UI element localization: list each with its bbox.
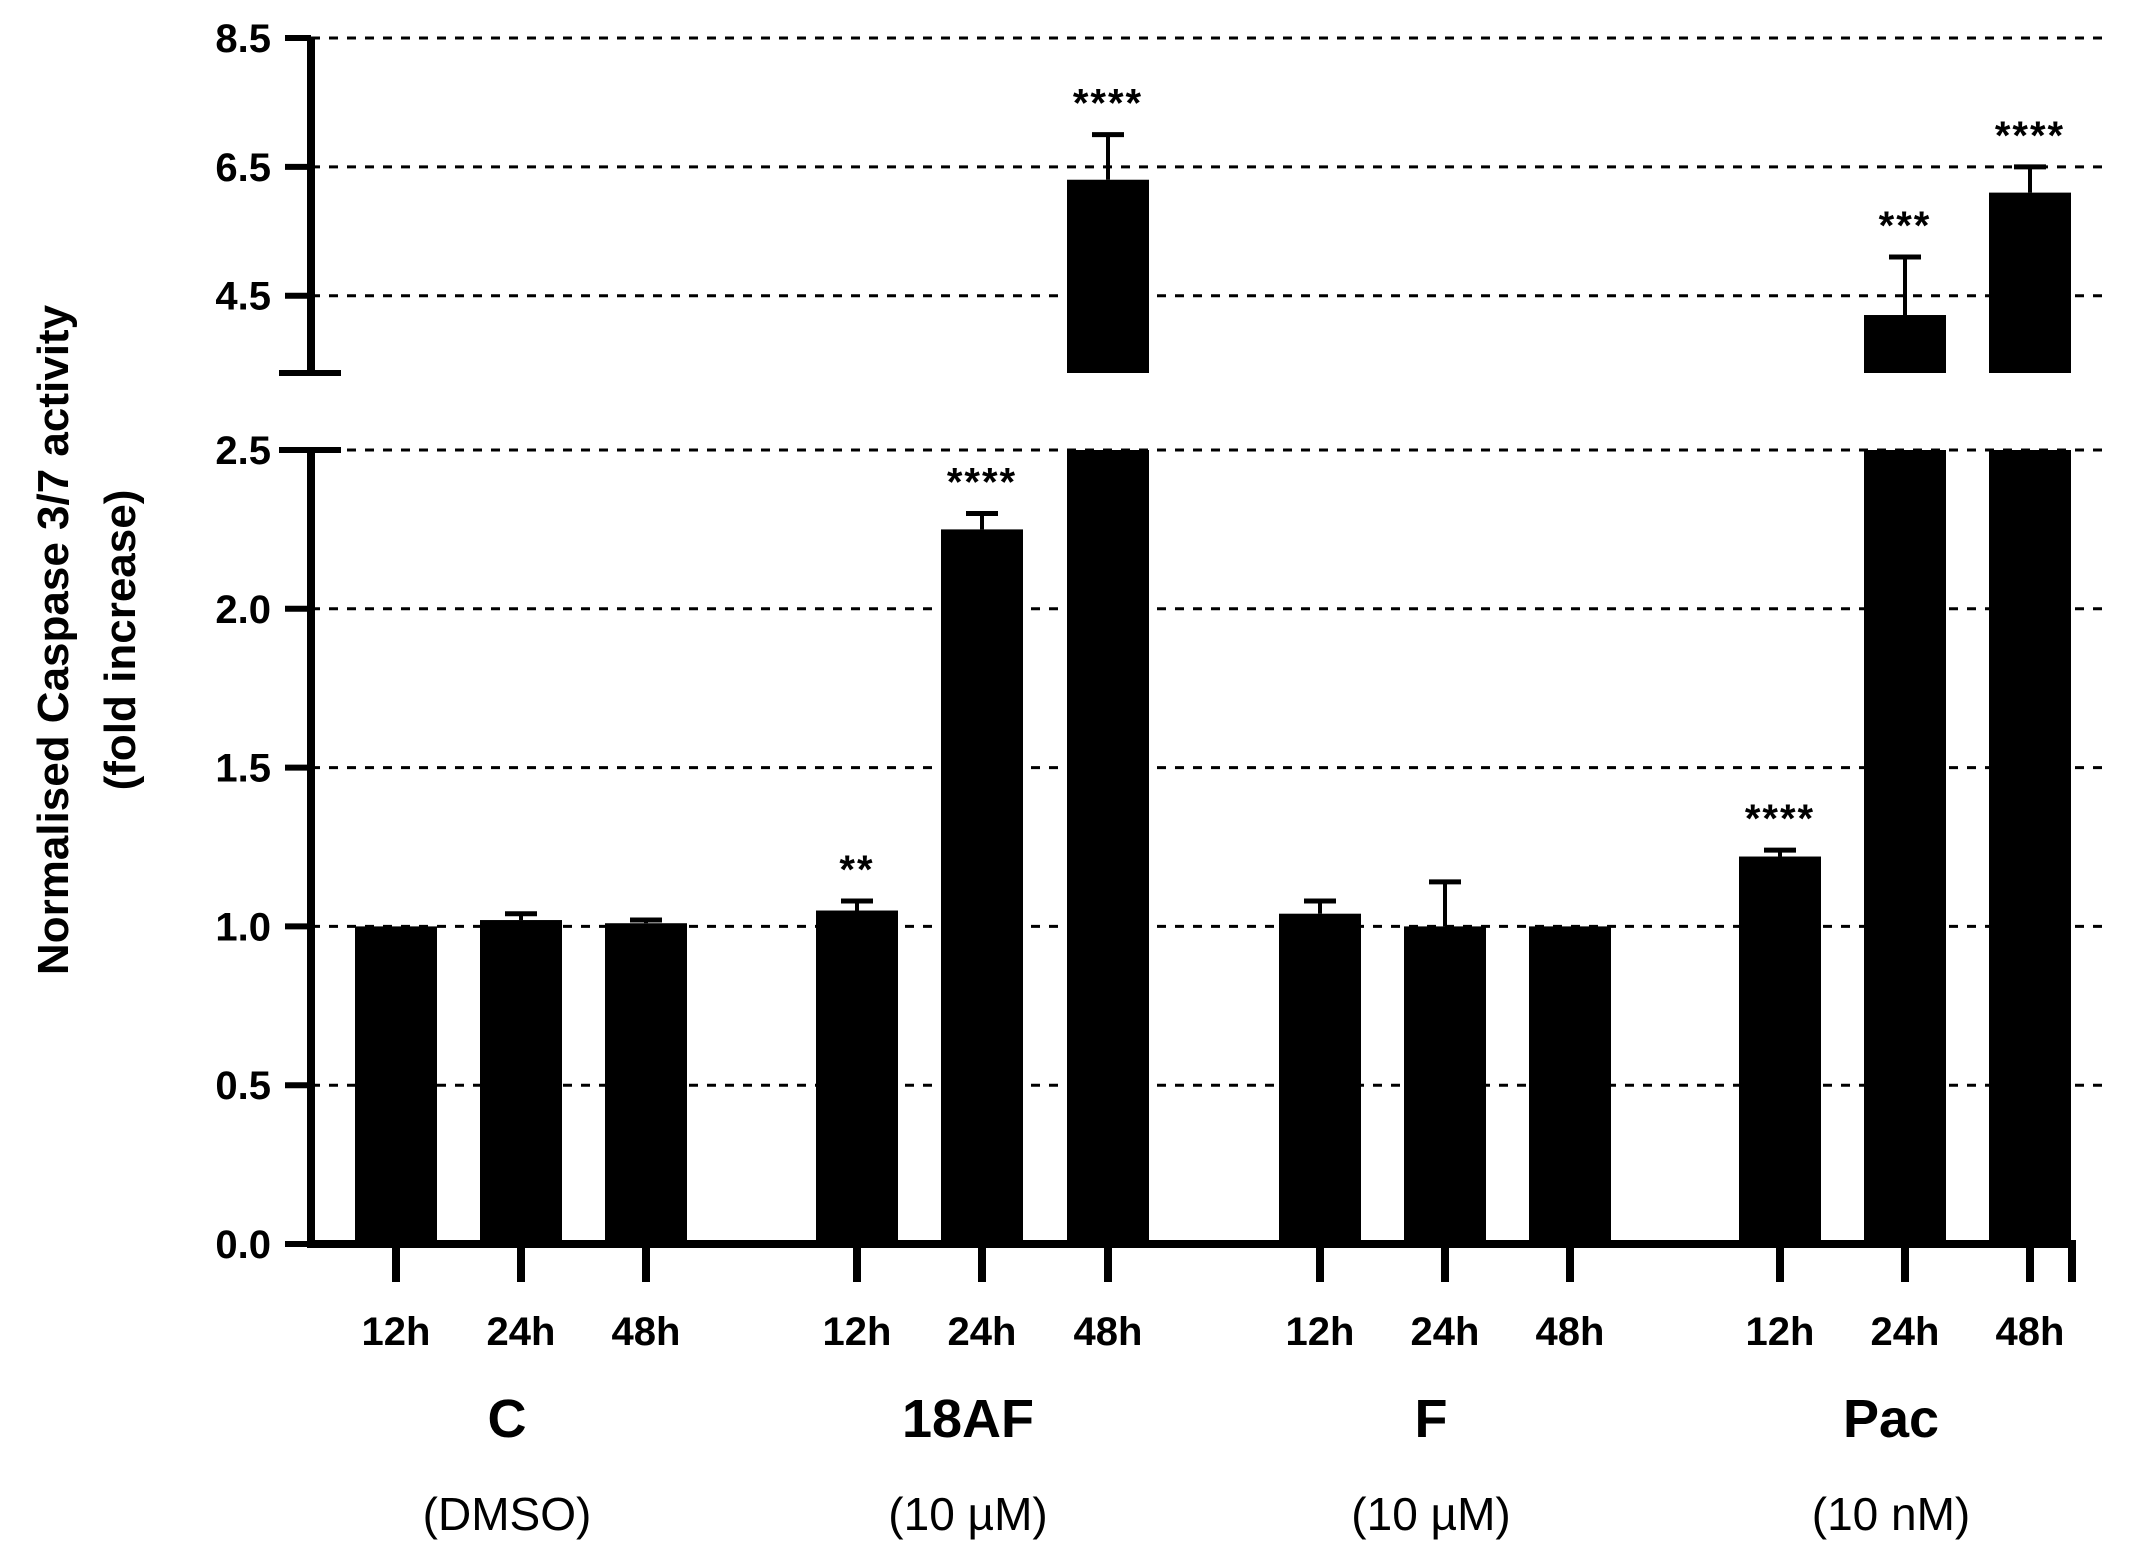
x-tick-label: 12h	[1286, 1310, 1355, 1354]
bar-f-48h	[1529, 926, 1611, 1244]
x-tick-label: 24h	[487, 1310, 556, 1354]
bar-f-24h	[1404, 926, 1486, 1244]
bar-c-48h	[605, 923, 687, 1244]
bar-pac-24h-upper	[1864, 315, 1946, 373]
x-tick-label: 48h	[1996, 1310, 2065, 1354]
axes	[279, 35, 2076, 1282]
group-label: 18AF	[902, 1389, 1034, 1449]
significance-label: ****	[1995, 114, 2065, 158]
bar-18af-48h-lower	[1067, 450, 1149, 1244]
significance-label: ****	[1073, 82, 1143, 126]
bar-pac-48h-upper	[1989, 192, 2071, 373]
bar-pac-12h	[1739, 856, 1821, 1244]
x-tick-label: 12h	[362, 1310, 431, 1354]
gridlines	[311, 36, 2110, 1087]
y-tick-label: 6.5	[215, 146, 271, 190]
x-tick-label: 24h	[948, 1310, 1017, 1354]
bar-18af-24h	[941, 529, 1023, 1244]
significance-label: ****	[1745, 797, 1815, 841]
y-tick-label: 4.5	[215, 275, 271, 319]
bar-f-12h	[1279, 913, 1361, 1244]
group-label: F	[1415, 1389, 1448, 1449]
group-label: C	[488, 1389, 527, 1449]
bar-pac-48h-lower	[1989, 450, 2071, 1244]
y-tick-label: 8.5	[215, 17, 271, 61]
y-tick-label: 1.5	[215, 747, 271, 791]
y-axis-label-line-1: Normalised Caspase 3/7 activity	[29, 304, 78, 975]
x-tick-label: 12h	[1746, 1310, 1815, 1354]
group-sublabel: (10 µM)	[888, 1488, 1047, 1540]
labels: 12h 24h 48h C (DMSO) ** 12h **** 24h **** 48h 18AF (…	[215, 17, 2065, 1540]
y-axis-label-line-2: (fold increase)	[96, 490, 145, 791]
x-tick-label: 48h	[1536, 1310, 1605, 1354]
bars	[355, 132, 2071, 1244]
significance-label: ***	[1879, 204, 1932, 248]
x-tick-label: 12h	[823, 1310, 892, 1354]
group-sublabel: (10 nM)	[1812, 1488, 1970, 1540]
x-tick-label: 48h	[1074, 1310, 1143, 1354]
bar-pac-24h-lower	[1864, 450, 1946, 1244]
bar-c-12h	[355, 926, 437, 1244]
bar-18af-12h	[816, 910, 898, 1244]
y-tick-label: 1.0	[215, 905, 271, 949]
x-tick-label: 24h	[1411, 1310, 1480, 1354]
bar-18af-48h-upper	[1067, 179, 1149, 373]
group-sublabel: (10 µM)	[1351, 1488, 1510, 1540]
y-tick-label: 0.5	[215, 1064, 271, 1108]
y-tick-label: 0.0	[215, 1223, 271, 1267]
significance-label: ****	[947, 461, 1017, 505]
y-tick-label: 2.5	[215, 429, 271, 473]
group-sublabel: (DMSO)	[423, 1488, 592, 1540]
x-tick-label: 24h	[1871, 1310, 1940, 1354]
x-tick-label: 48h	[612, 1310, 681, 1354]
y-axis-label: Normalised Caspase 3/7 activity (fold in…	[29, 304, 145, 975]
significance-label: **	[839, 848, 874, 892]
y-tick-label: 2.0	[215, 588, 271, 632]
group-label: Pac	[1843, 1389, 1939, 1449]
bar-c-24h	[480, 920, 562, 1244]
